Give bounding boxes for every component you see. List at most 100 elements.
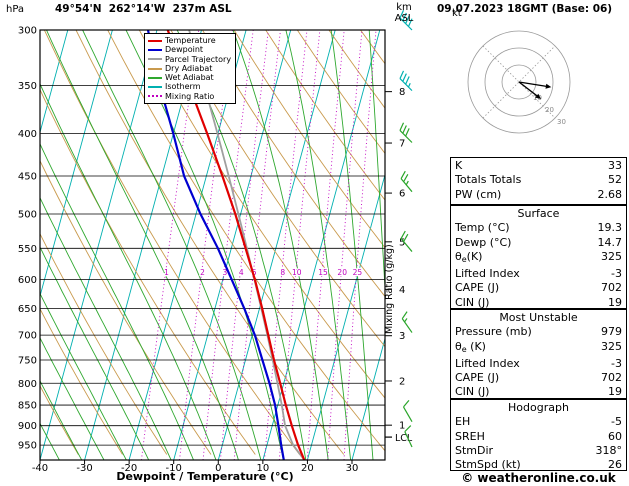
svg-text:-20: -20 — [121, 463, 137, 474]
panel-row-label: PW (cm) — [455, 187, 502, 201]
km-unit-label: km — [396, 2, 412, 13]
panel-row-label: SREH — [455, 429, 485, 443]
svg-text:7: 7 — [399, 139, 405, 150]
panel-row-label: θe (K) — [455, 339, 486, 354]
svg-text:550: 550 — [18, 244, 37, 255]
panel-row-label: CAPE (J) — [455, 281, 500, 295]
panel-row: θe(K) 325 — [455, 250, 622, 267]
legend-item: Wet Adiabat — [148, 73, 231, 82]
panel-row-value: 2.68 — [597, 187, 623, 201]
svg-text:5: 5 — [399, 237, 405, 248]
km-axis: 8 7 6 5 4 3 2 1 — [385, 87, 405, 432]
panel-row-value: 325 — [601, 339, 622, 353]
svg-text:10: 10 — [256, 463, 269, 474]
svg-text:950: 950 — [18, 441, 37, 452]
svg-text:kt: kt — [452, 8, 462, 19]
svg-text:25: 25 — [353, 268, 363, 277]
panel-row-value: 33 — [608, 159, 622, 172]
panel-row-label: K — [455, 159, 463, 172]
panel-row-value: 19 — [608, 295, 622, 309]
legend-label: Mixing Ratio — [165, 91, 215, 101]
panel-row-value: 52 — [608, 173, 622, 187]
panel-row-value: 19.3 — [597, 221, 623, 235]
altitude-unit-label: km ASL — [391, 2, 417, 24]
svg-text:-30: -30 — [76, 463, 92, 474]
mixing-ratio-labels: 1 2 3 4 5 8 10 15 20 25 — [163, 267, 364, 279]
hodograph: kt102030 — [452, 8, 571, 134]
legend-label: Temperature — [165, 36, 216, 45]
mixing-ratio-axis-title: Mixing Ratio (g/kg) — [384, 244, 395, 334]
svg-text:30: 30 — [557, 118, 566, 126]
svg-text:300: 300 — [18, 26, 37, 37]
dewpoint-curve — [146, 30, 285, 460]
panel-row-label: StmSpd (kt) — [455, 458, 521, 471]
svg-text:-10: -10 — [166, 463, 182, 474]
svg-text:2: 2 — [399, 376, 405, 387]
panel-row: Totals Totals 52 — [455, 173, 622, 187]
panel-row: θe (K) 325 — [455, 340, 622, 357]
wet-adiabats — [40, 30, 385, 460]
panel-row-value: 702 — [601, 281, 622, 295]
panel-row: EH -5 — [455, 415, 622, 429]
pressure-unit-label: hPa — [6, 4, 25, 15]
panel-row-label: EH — [455, 415, 471, 429]
svg-text:500: 500 — [18, 209, 37, 220]
panel-row: Lifted Index -3 — [455, 357, 622, 371]
panel-row: StmDir 318° — [455, 444, 622, 458]
panel-row-value: -5 — [611, 415, 622, 429]
legend-swatch-parcel-trajectory — [148, 58, 162, 61]
svg-text:1: 1 — [164, 268, 169, 277]
svg-text:700: 700 — [18, 331, 37, 342]
panel-row-label: Lifted Index — [455, 267, 520, 281]
panel-row: PW (cm) 2.68 — [455, 188, 622, 202]
lcl-marker: LCL — [385, 433, 413, 444]
most-unstable-panel: Most Unstable Pressure (mb) 979 θe (K) 325 Li… — [450, 309, 627, 399]
svg-text:8: 8 — [280, 268, 285, 277]
panel-row: CIN (J) 19 — [455, 295, 622, 309]
panel-row-label: Dewp (°C) — [455, 235, 512, 249]
legend-item: Dewpoint — [148, 45, 231, 54]
panel-row-value: 318° — [595, 443, 623, 457]
svg-text:3: 3 — [222, 268, 227, 277]
svg-text:0: 0 — [215, 463, 221, 474]
svg-text:LCL: LCL — [395, 433, 413, 444]
mixing-ratio-lines — [140, 30, 377, 460]
svg-text:850: 850 — [18, 401, 37, 412]
legend-swatch-dry-adiabat — [148, 67, 162, 70]
panel-row-label: Totals Totals — [455, 173, 522, 187]
panel-row-value: 26 — [608, 458, 622, 471]
legend-label: Parcel Trajectory — [165, 54, 232, 64]
x-axis-title: Dewpoint / Temperature (°C) — [116, 470, 294, 483]
panel-row: SREH 60 — [455, 430, 622, 444]
panel-title: Most Unstable — [499, 311, 578, 324]
svg-text:450: 450 — [18, 172, 37, 183]
datetime-title: 09.07.2023 18GMT (Base: 06) — [437, 3, 613, 15]
panel-row-label: θe(K) — [455, 249, 483, 264]
svg-text:5: 5 — [252, 268, 257, 277]
panel-row-label: Temp (°C) — [455, 221, 510, 235]
panel-title: Hodograph — [508, 401, 569, 414]
svg-text:2: 2 — [200, 268, 205, 277]
svg-text:-40: -40 — [32, 463, 48, 474]
panel-row: StmSpd (kt) 26 — [455, 458, 622, 471]
panel-row: CIN (J) 19 — [455, 385, 622, 399]
panel-row-label: CIN (J) — [455, 385, 490, 399]
temperature-axis: -40 -30 -20 -10 0 10 20 30 — [32, 460, 358, 474]
panel-title: Surface — [517, 207, 560, 220]
panel-row: Pressure (mb) 979 — [455, 325, 622, 339]
svg-text:4: 4 — [399, 285, 405, 296]
svg-text:400: 400 — [18, 129, 37, 140]
svg-text:800: 800 — [18, 379, 37, 390]
plot-border — [39, 29, 386, 461]
svg-text:8: 8 — [399, 87, 405, 98]
svg-text:20: 20 — [545, 106, 554, 114]
panel-row: CAPE (J) 702 — [455, 371, 622, 385]
legend-label: Dewpoint — [165, 45, 204, 55]
svg-text:10: 10 — [292, 268, 302, 277]
svg-text:4: 4 — [239, 268, 244, 277]
svg-text:20: 20 — [301, 463, 314, 474]
panel-row-label: StmDir — [455, 443, 494, 457]
panel-row: CAPE (J) 702 — [455, 281, 622, 295]
